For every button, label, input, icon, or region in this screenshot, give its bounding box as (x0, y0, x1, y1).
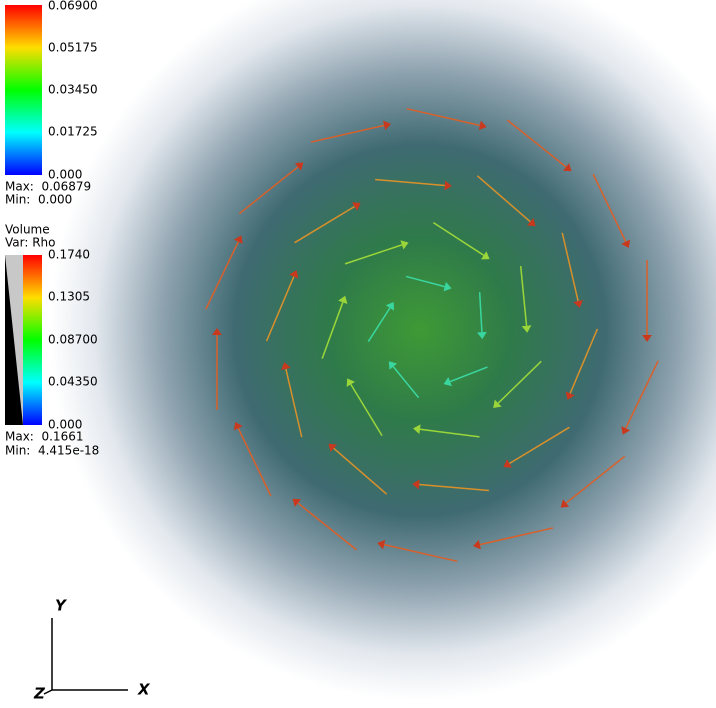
legend-tick: 0.04350 (48, 375, 98, 389)
vector-head (352, 202, 361, 211)
vector-head (412, 479, 420, 490)
vector-glyphs (205, 107, 659, 563)
vector-shaft (285, 368, 303, 438)
vector-head (413, 424, 421, 435)
vector-shaft (476, 175, 531, 223)
vector-head (292, 498, 302, 507)
vector-shaft (519, 265, 528, 326)
vector-head (573, 299, 583, 308)
vector-head (233, 235, 243, 244)
vector-shaft (350, 383, 383, 437)
vector-head (443, 377, 452, 387)
vector-shaft (297, 502, 358, 551)
vector-shaft (449, 366, 488, 383)
opacity-ramp (5, 255, 23, 425)
vector-head (565, 391, 575, 400)
vector-head (642, 335, 652, 342)
vector-shaft (265, 276, 295, 342)
vector-shaft (405, 275, 445, 288)
vector-head (289, 270, 299, 279)
vector-shaft (565, 455, 626, 504)
vector-shaft (344, 244, 403, 265)
vector-shaft (392, 366, 420, 399)
vector-shaft (432, 222, 485, 256)
vector-shaft (569, 328, 599, 394)
legend-tick: 0.05175 (48, 41, 98, 55)
vector-head (493, 399, 502, 409)
vector-head (294, 162, 304, 171)
vector-shaft (238, 166, 299, 215)
axis-label-y: Y (55, 597, 68, 615)
legend-tick: 0.1740 (48, 248, 90, 262)
vector-colorbar (5, 5, 42, 175)
vector-head (383, 120, 391, 131)
vector-shaft (592, 173, 627, 243)
legend-tick: 0.1305 (48, 290, 90, 304)
legend-tick: 0.06900 (48, 0, 98, 13)
legend-tick: 0.01725 (48, 125, 98, 139)
vector-shaft (406, 107, 481, 127)
axis-label-z: Z (33, 685, 46, 703)
vector-head (281, 362, 291, 371)
vector-head (477, 331, 487, 340)
z-axis-triad (43, 689, 53, 695)
vector-shaft (321, 302, 344, 359)
vector-shaft (367, 307, 391, 342)
vector-shaft (294, 205, 355, 244)
vector-shaft (509, 426, 570, 465)
vector-head (478, 120, 487, 131)
vector-shaft (383, 543, 458, 563)
vector-head (338, 295, 348, 305)
axis-label-x: X (137, 681, 151, 699)
legend-title: Volume (5, 223, 50, 237)
vector-shaft (375, 178, 445, 187)
vector-head (621, 426, 631, 435)
vector-head (527, 217, 536, 227)
legend-min: Min: 4.415e-18 (5, 444, 99, 458)
vector-head (328, 443, 337, 453)
vector-shaft (479, 527, 554, 546)
vector-head (388, 361, 398, 370)
vector-shaft (237, 427, 272, 497)
vector-head (377, 539, 386, 550)
vector-shaft (478, 292, 483, 333)
legend-min: Min: 0.000 (5, 193, 72, 207)
vector-head (212, 328, 222, 335)
vector-shaft (419, 483, 489, 492)
legend-max: Max: 0.1661 (5, 430, 83, 444)
vector-head (443, 281, 452, 292)
vector-head (400, 240, 409, 250)
vector-shaft (506, 119, 567, 168)
volume-colorbar (23, 255, 42, 425)
vector-shaft (625, 360, 659, 429)
vector-shaft (561, 232, 579, 302)
vector-shaft (205, 241, 239, 310)
vector-head (560, 499, 570, 508)
legend-tick: 0.08700 (48, 333, 98, 347)
vector-shaft (497, 360, 542, 404)
legend-tick: 0.000 (48, 168, 82, 182)
vector-head (521, 325, 532, 333)
legend-tick: 0.000 (48, 418, 82, 432)
legend-tick: 0.03450 (48, 83, 98, 97)
vector-head (233, 421, 243, 431)
vector-head (503, 459, 512, 468)
vector-shaft (333, 447, 388, 495)
vector-head (444, 180, 452, 191)
legend-max: Max: 0.06879 (5, 180, 91, 194)
vector-shaft (310, 124, 385, 143)
vector-head (562, 163, 572, 172)
vector-head (481, 251, 490, 260)
vector-head (473, 539, 481, 550)
vector-head (346, 378, 356, 387)
vector-shaft (419, 428, 480, 438)
vector-head (621, 239, 631, 249)
legend-variable: Var: Rho (5, 236, 56, 250)
vector-head (385, 302, 395, 311)
